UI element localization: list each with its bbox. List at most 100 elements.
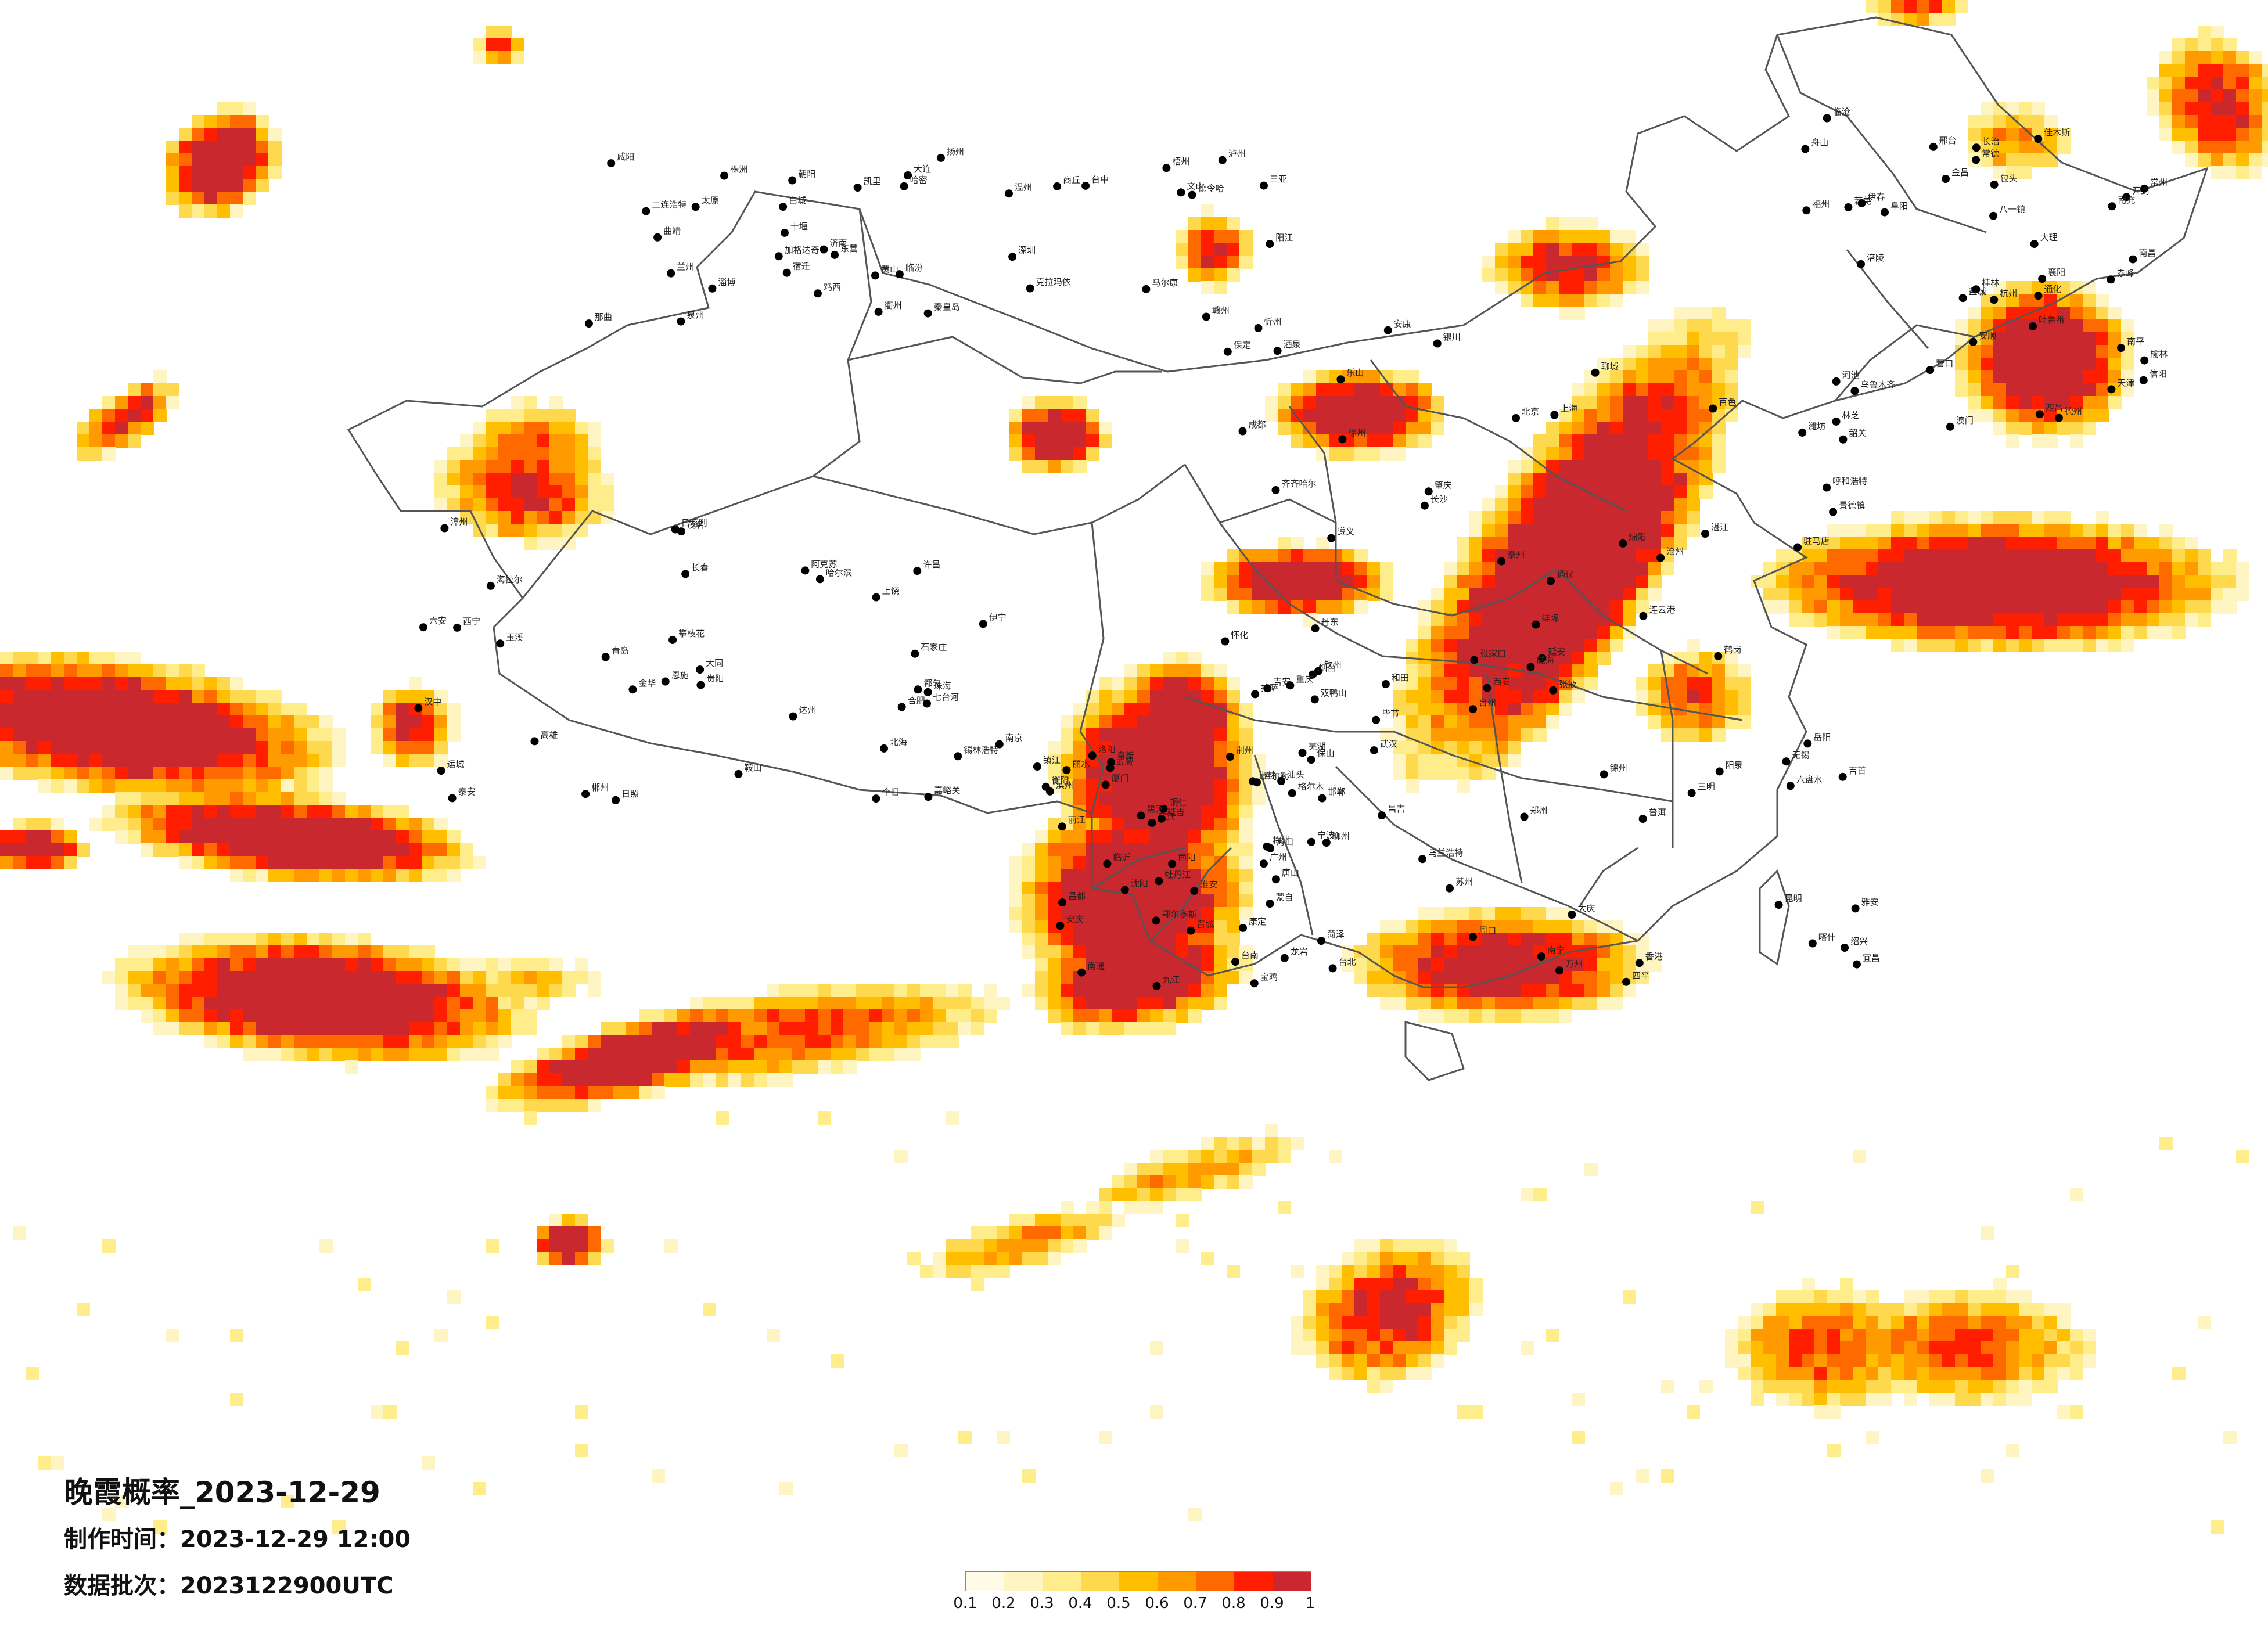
probability-cell xyxy=(102,434,116,448)
probability-cell xyxy=(1636,537,1649,550)
probability-cell xyxy=(1636,409,1649,422)
probability-cell xyxy=(1610,460,1623,473)
probability-cell xyxy=(1661,498,1674,512)
probability-cell xyxy=(588,1099,601,1112)
probability-cell xyxy=(1712,677,1726,690)
probability-cell xyxy=(1802,549,1815,563)
probability-cell xyxy=(319,984,333,997)
probability-cell xyxy=(869,1035,882,1048)
probability-cell xyxy=(2044,370,2058,384)
probability-cell xyxy=(1508,1009,1521,1023)
probability-cell xyxy=(1086,894,1099,908)
probability-cell xyxy=(358,971,371,984)
probability-cell xyxy=(345,1048,358,1061)
probability-cell xyxy=(2211,575,2224,588)
probability-cell xyxy=(1866,1354,1879,1368)
probability-cell xyxy=(1866,1380,1879,1393)
probability-cell xyxy=(1763,1303,1777,1316)
probability-cell xyxy=(141,958,154,972)
city-dot xyxy=(1549,686,1558,695)
probability-cell xyxy=(1048,958,1061,972)
probability-cell xyxy=(1546,639,1559,652)
probability-cell xyxy=(1214,997,1227,1010)
city-dot xyxy=(720,171,729,180)
probability-cell xyxy=(2236,77,2249,90)
probability-cell xyxy=(345,984,358,997)
probability-cell xyxy=(383,818,397,831)
probability-cell xyxy=(38,856,52,869)
probability-cell xyxy=(1099,1009,1112,1023)
probability-cell xyxy=(102,409,116,422)
probability-cell xyxy=(1508,652,1521,665)
probability-cell xyxy=(511,447,524,461)
probability-cell xyxy=(1521,294,1534,307)
probability-cell xyxy=(562,409,576,422)
city-dot xyxy=(1288,789,1296,797)
probability-cell xyxy=(1316,434,1329,448)
city-label: 赤峰 xyxy=(2116,268,2134,278)
probability-cell xyxy=(1137,1188,1151,1201)
probability-cell xyxy=(243,843,256,857)
city-dot xyxy=(1942,175,1950,183)
probability-cell xyxy=(2019,1393,2032,1406)
probability-cell xyxy=(166,1329,179,1342)
probability-cell xyxy=(166,728,179,742)
probability-cell xyxy=(1853,524,1866,537)
probability-cell xyxy=(473,997,486,1010)
probability-cell xyxy=(1278,575,1291,588)
probability-cell xyxy=(2006,332,2019,346)
probability-cell xyxy=(166,843,179,857)
probability-cell xyxy=(192,179,205,192)
city-label: 东营 xyxy=(840,243,858,254)
probability-cell xyxy=(1968,524,1981,537)
probability-cell xyxy=(1035,933,1048,946)
probability-cell xyxy=(1968,409,1981,422)
probability-cell xyxy=(1699,664,1713,678)
probability-cell xyxy=(1124,1022,1138,1035)
probability-cell xyxy=(920,997,933,1010)
probability-cell xyxy=(2249,89,2262,103)
probability-cell xyxy=(2262,77,2268,90)
probability-cell xyxy=(13,741,26,754)
probability-cell xyxy=(997,1226,1010,1240)
city-dot xyxy=(1107,758,1115,767)
probability-cell xyxy=(1061,741,1074,754)
probability-cell xyxy=(51,779,64,793)
probability-cell xyxy=(1674,383,1687,397)
probability-cell xyxy=(1176,652,1189,665)
probability-cell xyxy=(1176,792,1189,805)
probability-cell xyxy=(319,741,333,754)
probability-cell xyxy=(1495,626,1508,639)
probability-cell xyxy=(1227,894,1240,908)
probability-cell xyxy=(2262,64,2268,77)
probability-cell xyxy=(1738,677,1751,690)
probability-cell xyxy=(294,741,307,754)
probability-cell xyxy=(1853,575,1866,588)
probability-cell xyxy=(434,715,448,729)
probability-cell xyxy=(1853,613,1866,627)
probability-cell xyxy=(1380,1303,1393,1316)
probability-cell xyxy=(1802,1316,1815,1329)
probability-cell xyxy=(1137,984,1151,997)
probability-cell xyxy=(179,179,192,192)
probability-cell xyxy=(371,741,384,754)
probability-cell xyxy=(2032,1341,2045,1355)
probability-cell xyxy=(0,728,13,742)
probability-cell xyxy=(434,1009,448,1023)
city-dot xyxy=(1322,839,1331,847)
probability-cell xyxy=(294,945,307,959)
probability-cell xyxy=(1610,575,1623,588)
probability-cell xyxy=(230,830,243,844)
probability-cell xyxy=(1712,703,1726,716)
probability-cell xyxy=(1329,1303,1342,1316)
probability-cell xyxy=(217,690,231,703)
probability-cell xyxy=(1521,907,1534,920)
city-label: 怀化 xyxy=(1231,630,1248,641)
probability-cell xyxy=(1367,1303,1381,1316)
probability-cell xyxy=(332,971,346,984)
probability-cell xyxy=(664,1239,678,1253)
probability-cell xyxy=(1725,370,1738,384)
probability-cell xyxy=(1303,1341,1317,1355)
probability-cell xyxy=(958,984,972,997)
probability-cell xyxy=(77,843,90,857)
